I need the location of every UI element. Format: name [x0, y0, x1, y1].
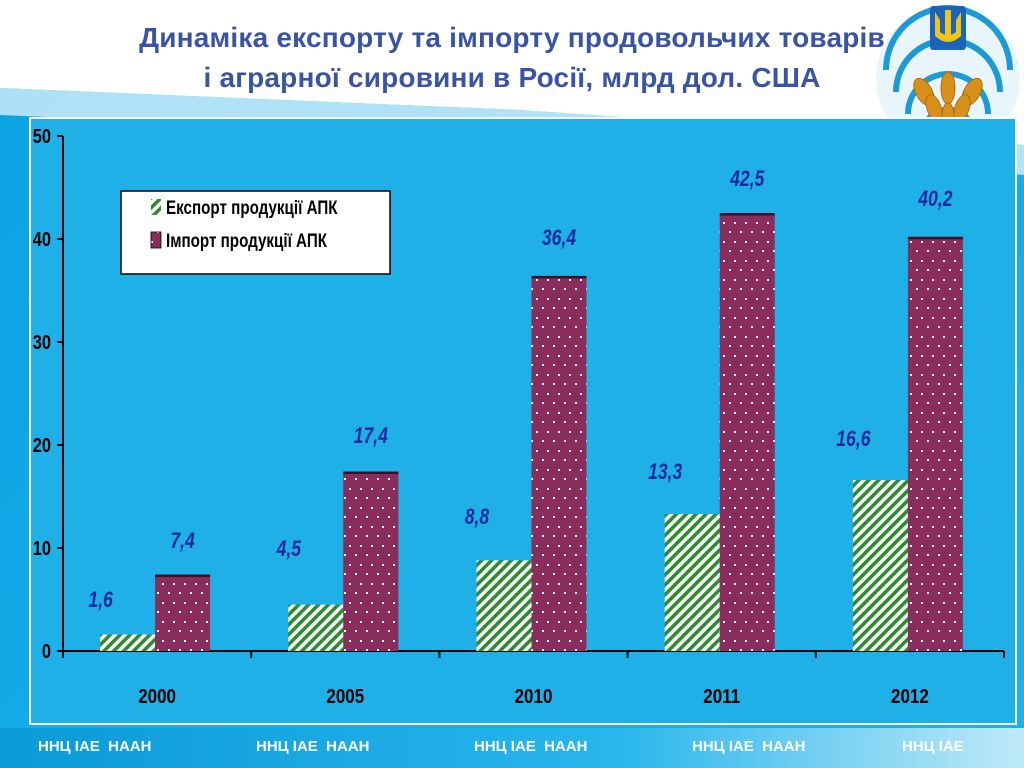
legend-swatch-import — [150, 231, 162, 249]
legend: Експорт продукції АПК Імпорт продукції АП… — [120, 190, 391, 275]
data-label: 42,5 — [729, 167, 765, 191]
y-tick-label: 40 — [33, 227, 51, 250]
legend-entry-label: Експорт продукції АПК — [166, 196, 338, 218]
bar-import — [155, 574, 211, 651]
x-tick-label: 2011 — [703, 685, 740, 708]
x-tick-label: 2010 — [515, 685, 553, 708]
footer-label: ННЦ ІАЕ НААН — [256, 738, 370, 755]
legend-box — [120, 190, 391, 275]
data-label: 4,5 — [276, 537, 302, 561]
legend-entry-label: Імпорт продукції АПК — [166, 229, 327, 251]
data-label: 36,4 — [542, 226, 576, 250]
data-label: 7,4 — [170, 529, 194, 553]
bar-export — [100, 634, 156, 651]
x-tick-label: 2012 — [891, 685, 929, 708]
data-label: 17,4 — [354, 424, 388, 448]
bar-import — [531, 276, 587, 651]
y-tick-label: 10 — [33, 536, 51, 559]
data-label: 8,8 — [465, 505, 490, 529]
bar-export — [852, 480, 908, 651]
bar-export — [476, 560, 532, 651]
bar-export — [288, 604, 344, 651]
x-tick-label: 2005 — [326, 685, 364, 708]
footer-label: ННЦ ІАЕ НААН — [474, 738, 588, 755]
footer-label: ННЦ ІАЕ — [902, 738, 964, 755]
bar-import — [907, 236, 963, 651]
chart-title-line-2: і аграрної сировини в Росії, млрд дол. С… — [203, 62, 821, 93]
bar-import — [343, 471, 399, 651]
legend-swatch-export — [151, 199, 161, 215]
data-label: 16,6 — [836, 427, 871, 451]
y-tick-label: 50 — [33, 124, 51, 147]
data-label: 13,3 — [648, 460, 682, 484]
data-label: 1,6 — [88, 588, 113, 612]
bar-export — [664, 514, 720, 651]
footer-label: ННЦ ІАЕ НААН — [38, 738, 152, 755]
y-tick-label: 0 — [42, 639, 51, 662]
bar-import — [719, 213, 775, 651]
data-label: 40,2 — [917, 187, 952, 211]
chart-title-line-1: Динаміка експорту та імпорту продовольчи… — [139, 22, 885, 53]
y-tick-label: 20 — [33, 433, 51, 456]
y-tick-label: 30 — [33, 330, 51, 353]
x-tick-label: 2000 — [138, 685, 176, 708]
footer-label: ННЦ ІАЕ НААН — [692, 738, 806, 755]
